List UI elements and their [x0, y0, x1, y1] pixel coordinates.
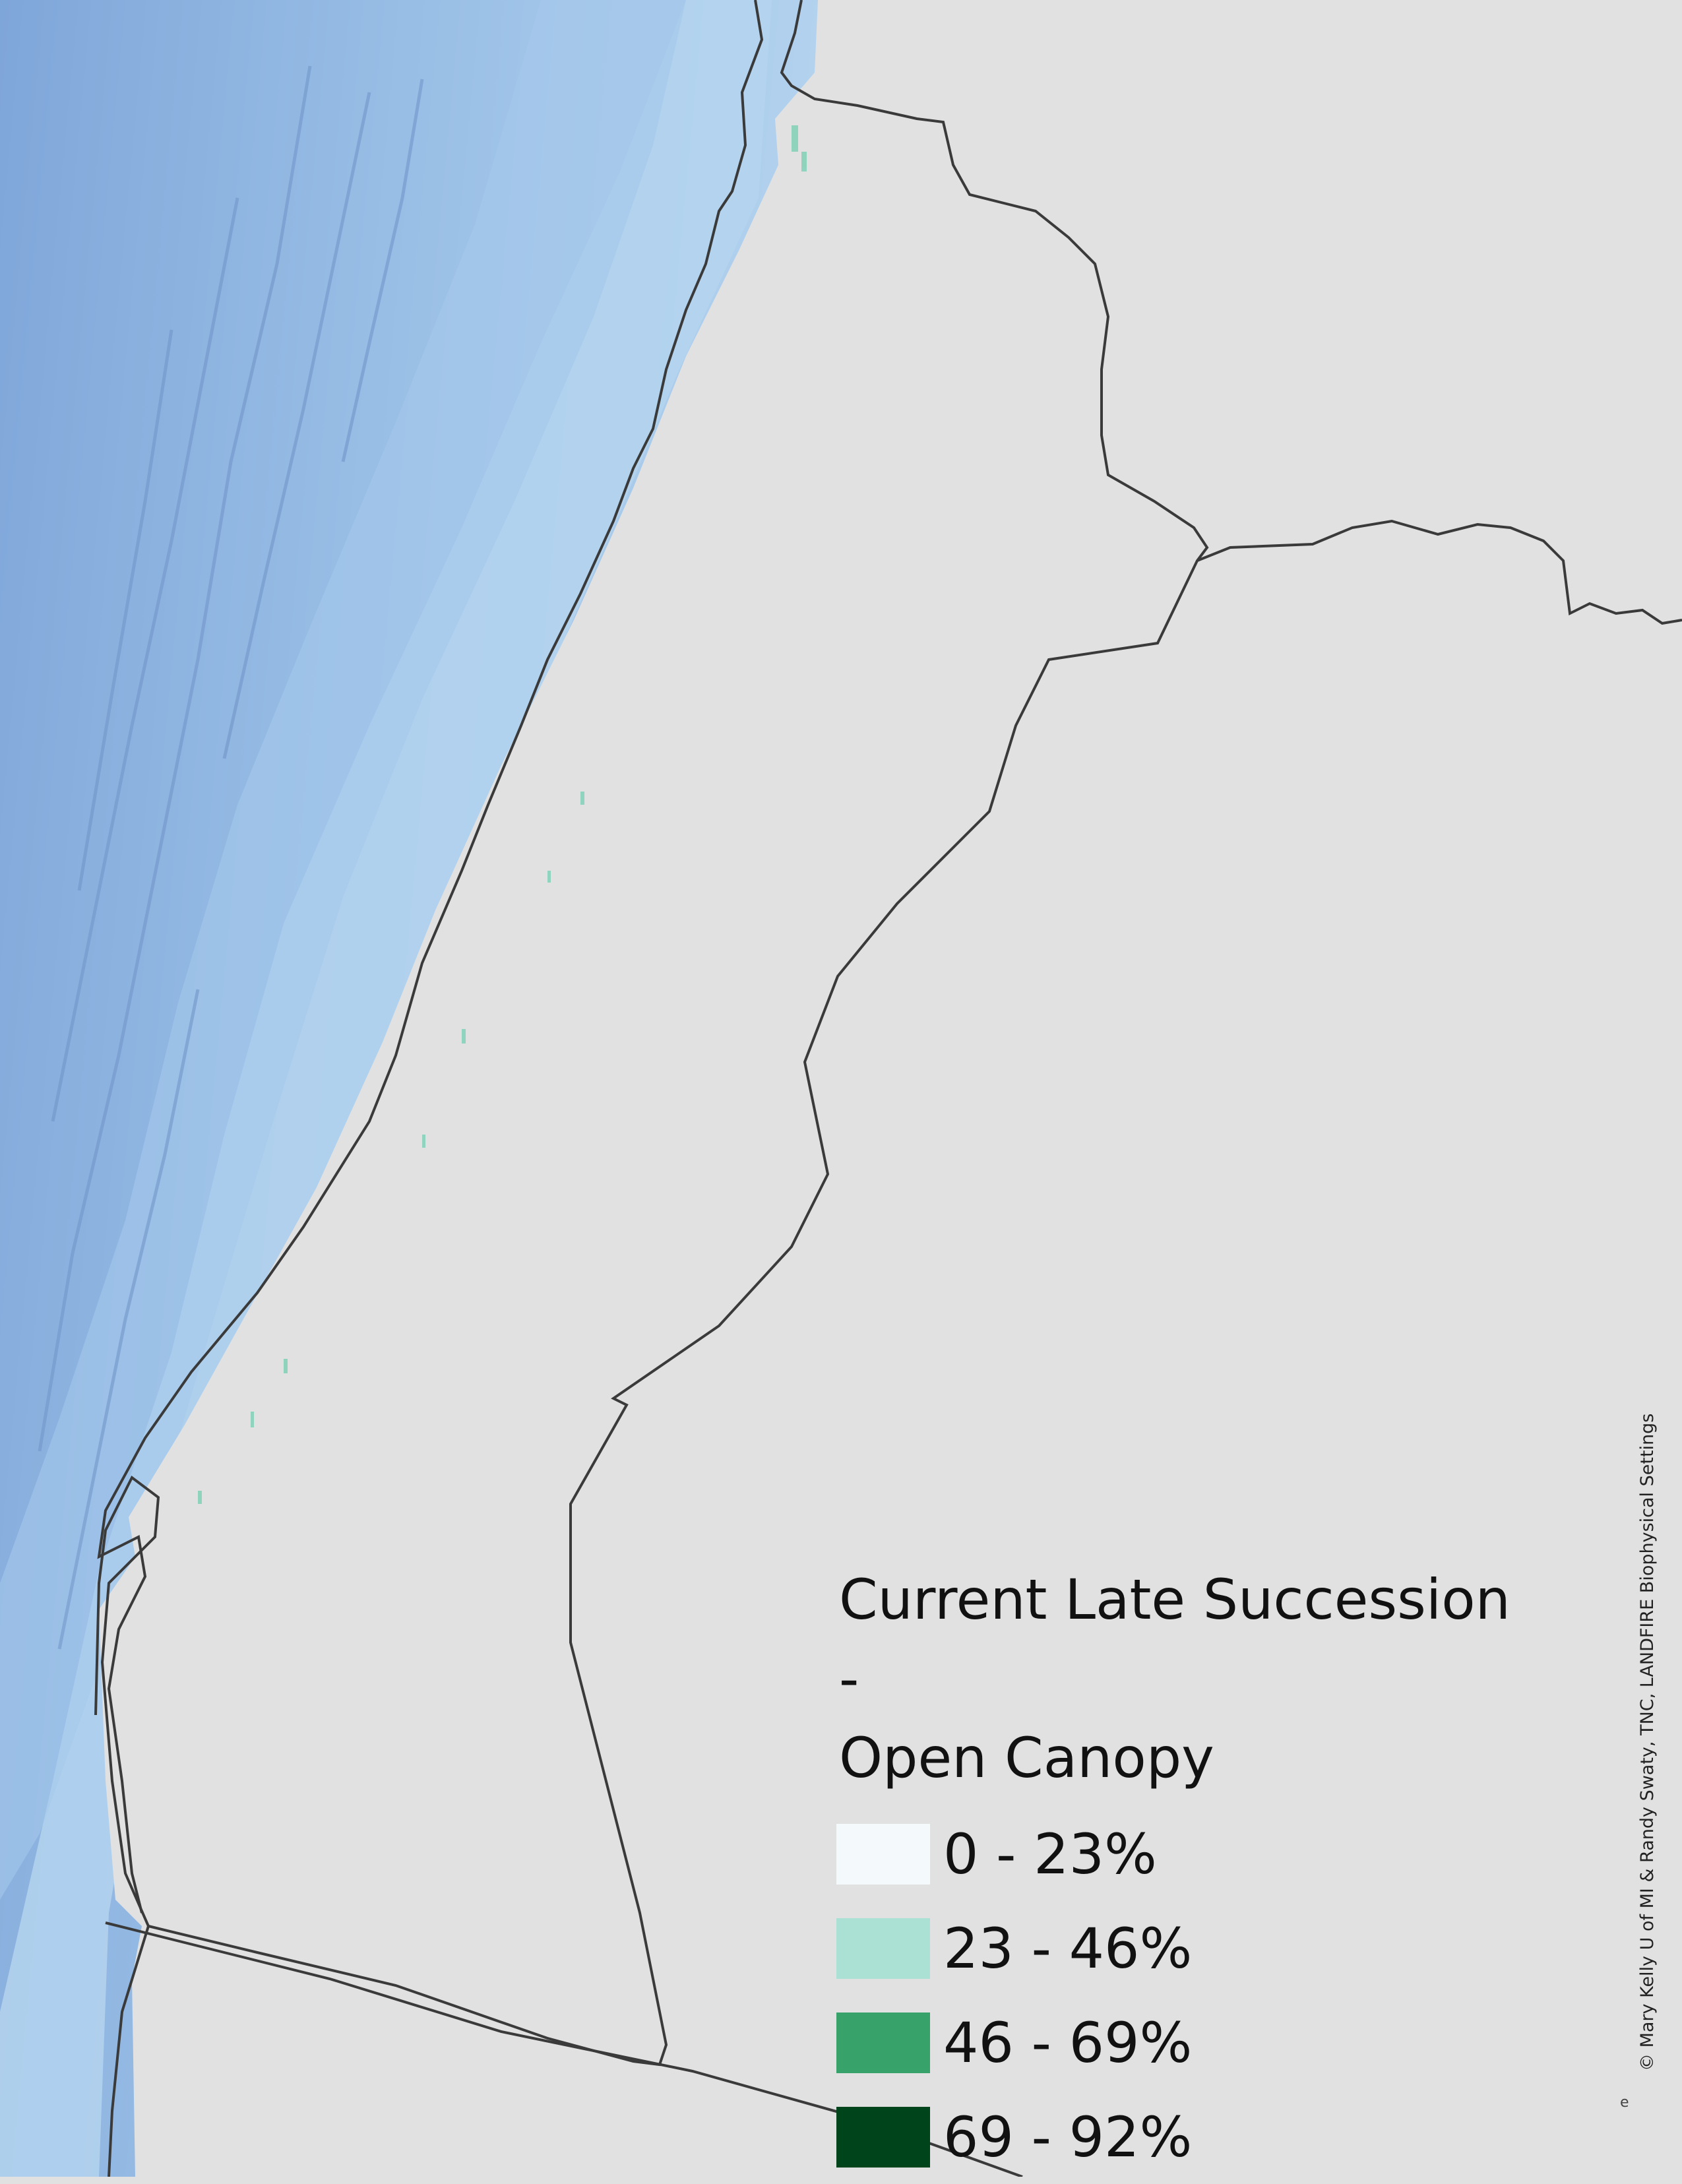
legend-swatch-3: [836, 2012, 930, 2073]
legend-swatch-1: [836, 1823, 930, 1885]
shelf-inner: [0, 0, 686, 1900]
legend-swatch-4: [836, 2106, 930, 2168]
legend-item-3: 46 - 69%: [836, 1995, 1529, 2090]
legend-swatch-2: [836, 1918, 930, 1979]
corner-marker: e: [1620, 2094, 1629, 2111]
legend-label-2: 23 - 46%: [943, 1916, 1193, 1981]
canopy-raster: [198, 125, 807, 1504]
legend: Current Late Succession - Open Canopy 0 …: [836, 1560, 1529, 2184]
credit-text: © Mary Kelly U of MI & Randy Swaty, TNC,…: [1637, 1413, 1658, 2071]
legend-item-4: 69 - 92%: [836, 2090, 1529, 2184]
legend-label-4: 69 - 92%: [943, 2104, 1193, 2169]
legend-item-2: 23 - 46%: [836, 1901, 1529, 1995]
legend-label-1: 0 - 23%: [943, 1821, 1157, 1887]
legend-item-1: 0 - 23%: [836, 1807, 1529, 1901]
seafloor-ridges: [38, 65, 424, 1650]
legend-label-3: 46 - 69%: [943, 2010, 1193, 2075]
legend-title: Current Late Succession - Open Canopy: [839, 1567, 1511, 1790]
